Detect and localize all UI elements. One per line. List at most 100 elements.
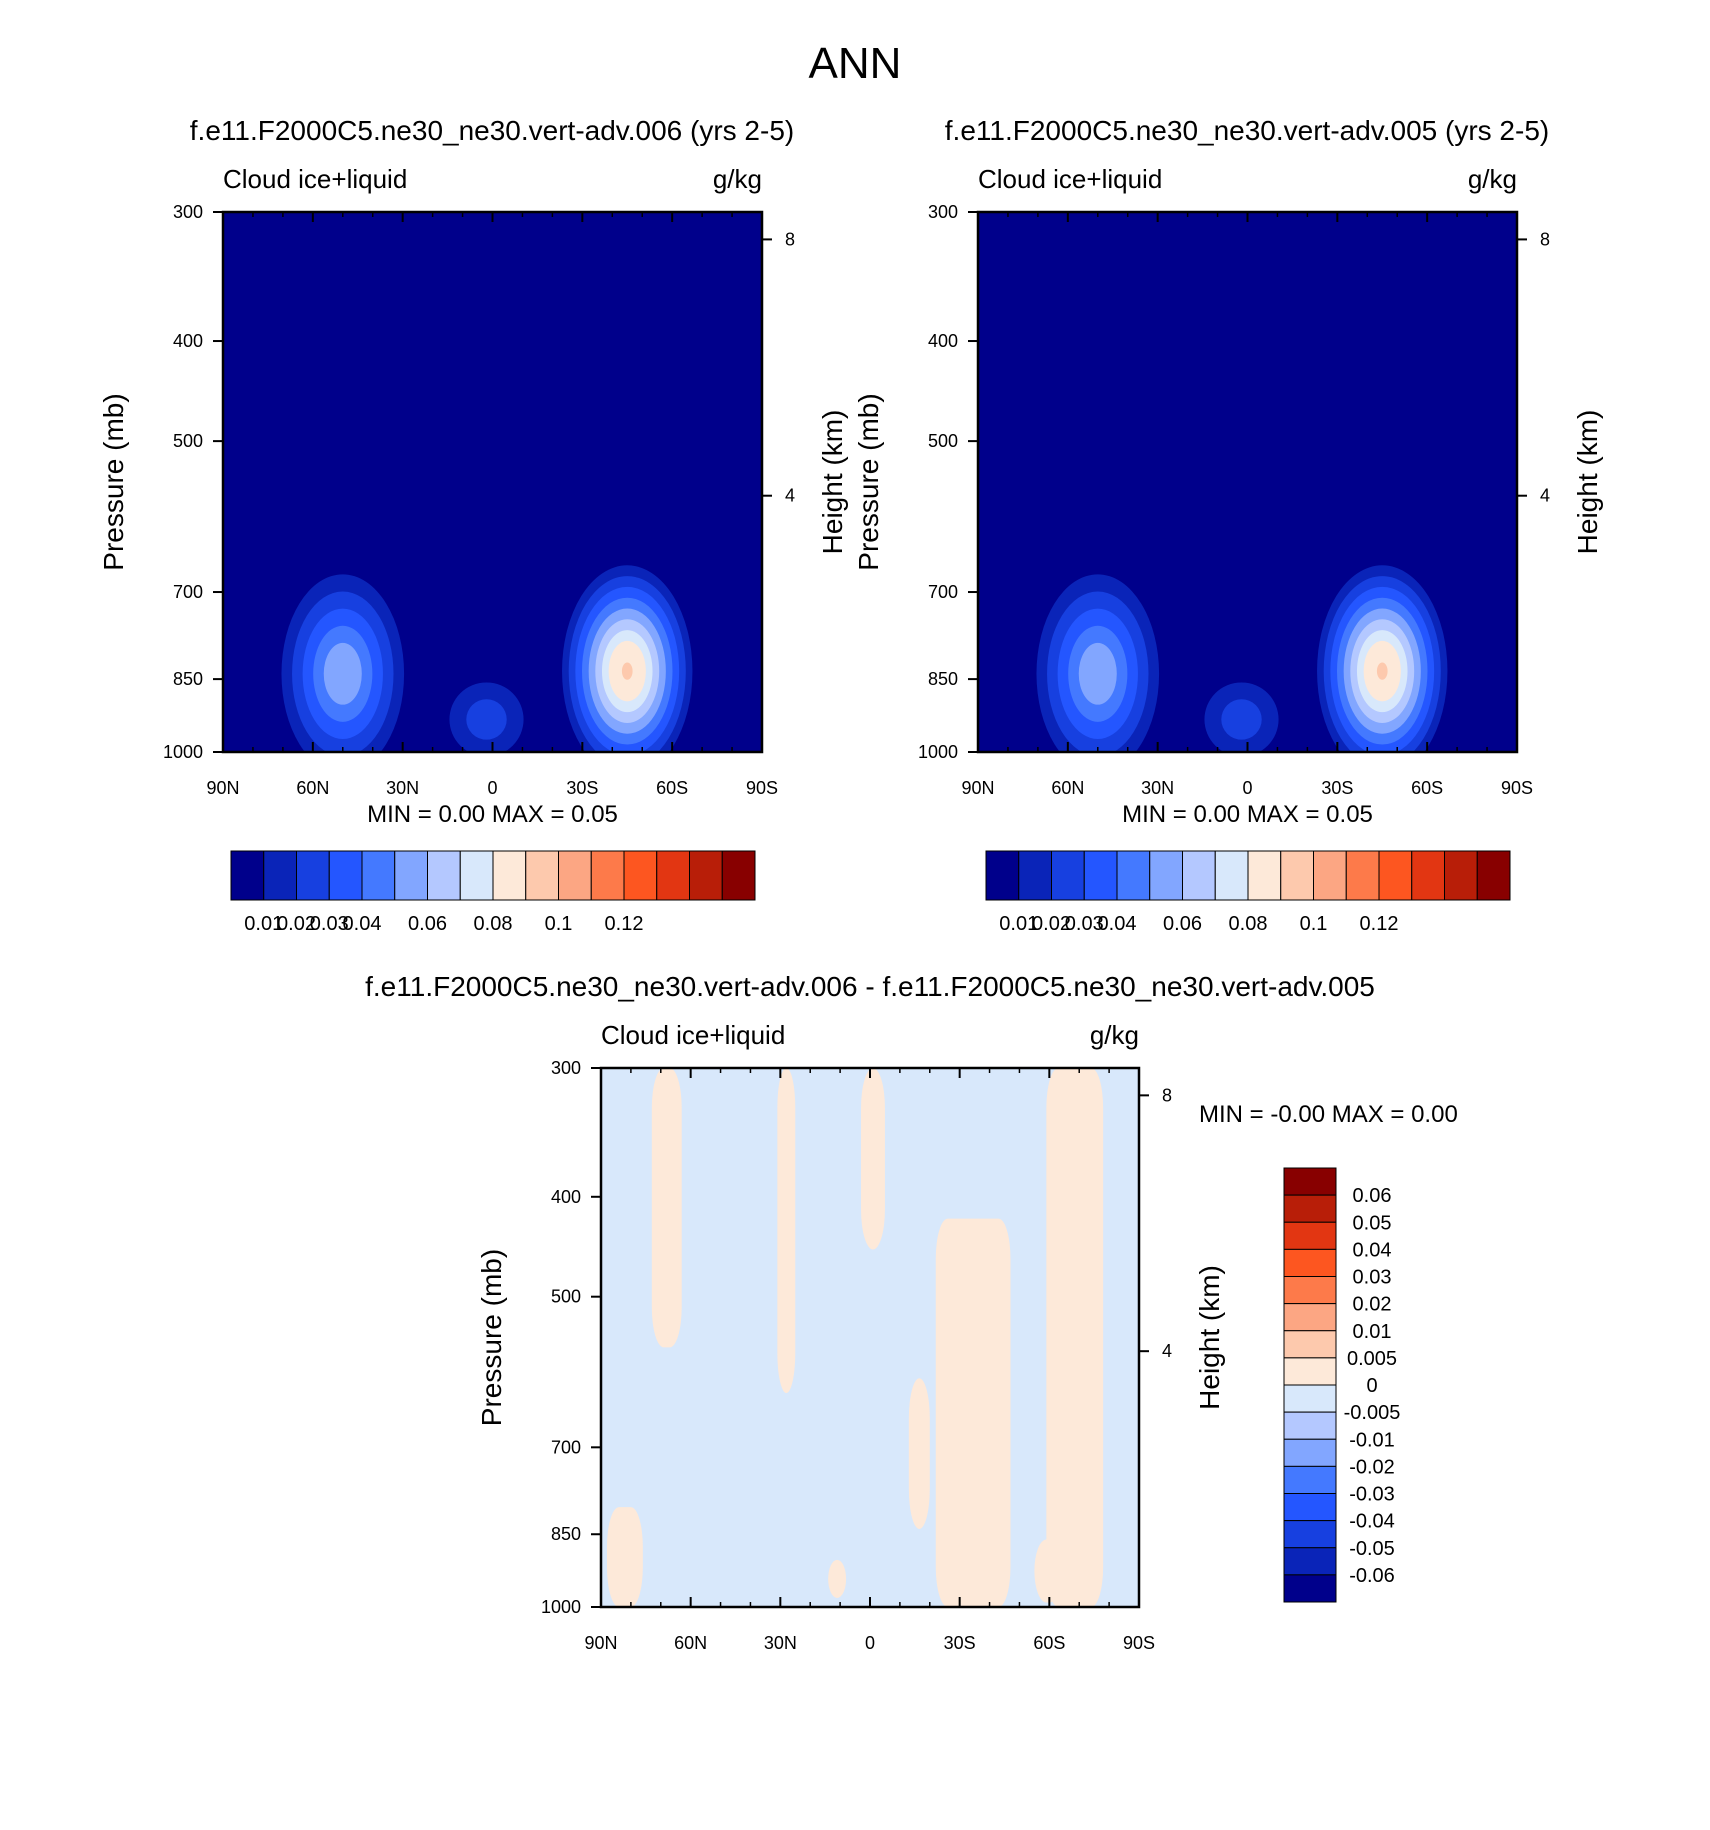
page-title: ANN xyxy=(809,39,902,88)
colorbar-box xyxy=(1283,1276,1337,1305)
y-right-tick-label: 4 xyxy=(785,486,795,506)
contour-level-2-10 xyxy=(1376,662,1388,680)
colorbar-label: -0.02 xyxy=(1349,1456,1395,1478)
colorbar-label: 0.12 xyxy=(1360,913,1399,935)
colorbar-label: -0.005 xyxy=(1344,1402,1401,1424)
colorbar-box xyxy=(1283,1520,1337,1549)
colorbar-label: 0.04 xyxy=(1098,913,1137,935)
colorbar-label: 0.01 xyxy=(244,913,283,935)
y-right-tick-label: 8 xyxy=(1162,1085,1172,1105)
colorbar: 0.010.020.030.04 0.06 0.08 0.1 0.12 xyxy=(230,850,756,935)
colorbar-box xyxy=(1283,1493,1337,1522)
y-tick-label: 300 xyxy=(551,1058,581,1078)
colorbar-box xyxy=(1283,1574,1337,1603)
x-tick-label: 30S xyxy=(944,1633,976,1653)
colorbar-box xyxy=(1149,850,1183,901)
y-right-tick-label: 4 xyxy=(1540,486,1550,506)
colorbar-box xyxy=(1283,1438,1337,1467)
min-max-stats: MIN = -0.00 MAX = 0.00 xyxy=(1199,1101,1458,1128)
colorbar-box xyxy=(1345,850,1380,901)
colorbar-box xyxy=(1283,1167,1337,1196)
y-axis-label: Pressure (mb) xyxy=(98,393,129,570)
colorbar-box xyxy=(985,850,1020,901)
panel-title: f.e11.F2000C5.ne30_ne30.vert-adv.006 (yr… xyxy=(190,115,794,146)
y-tick-label: 700 xyxy=(928,582,958,602)
y-right-axis-label: Height (km) xyxy=(1572,410,1603,555)
y-tick-label: 1000 xyxy=(541,1597,581,1617)
colorbar-box xyxy=(1476,850,1511,901)
contour-field xyxy=(978,212,1517,752)
x-tick-label: 30N xyxy=(386,778,419,798)
colorbar-label: 0.02 xyxy=(277,913,316,935)
colorbar-label: 0.01 xyxy=(1353,1321,1392,1343)
min-max-stats: MIN = 0.00 MAX = 0.05 xyxy=(1122,801,1373,828)
colorbar-box xyxy=(427,850,461,901)
colorbar-label: 0.06 xyxy=(408,913,447,935)
colorbar-label: 0.06 xyxy=(1353,1185,1392,1207)
colorbar-box xyxy=(1083,850,1118,901)
x-tick-label: 30N xyxy=(1141,778,1174,798)
colorbar-label: 0.06 xyxy=(1163,913,1202,935)
y-right-axis-label: Height (km) xyxy=(817,410,848,555)
colorbar-box xyxy=(689,850,723,901)
colorbar-label: 0.03 xyxy=(1353,1267,1392,1289)
colorbar-box xyxy=(558,850,592,901)
x-tick-label: 0 xyxy=(487,778,497,798)
colorbar-label: 0 xyxy=(1366,1375,1377,1397)
colorbar-label: 0.08 xyxy=(474,913,513,935)
colorbar-box xyxy=(656,850,690,901)
units-label: g/kg xyxy=(1468,164,1517,194)
colorbar-label: -0.03 xyxy=(1349,1484,1395,1506)
y-axis-label: Pressure (mb) xyxy=(476,1249,507,1426)
x-tick-label: 60N xyxy=(1051,778,1084,798)
colorbar-box xyxy=(1283,1248,1337,1277)
colorbar-label: 0.03 xyxy=(310,913,349,935)
colorbar-box xyxy=(1280,850,1314,901)
units-label: g/kg xyxy=(713,164,762,194)
colorbar-box xyxy=(492,850,527,901)
x-tick-label: 90N xyxy=(961,778,994,798)
y-tick-label: 500 xyxy=(928,431,958,451)
colorbar-box xyxy=(394,850,428,901)
y-tick-label: 400 xyxy=(551,1187,581,1207)
variable-label: Cloud ice+liquid xyxy=(223,164,407,194)
y-tick-label: 300 xyxy=(928,202,958,222)
x-tick-label: 60S xyxy=(656,778,688,798)
y-tick-label: 400 xyxy=(173,331,203,351)
x-tick-label: 0 xyxy=(865,1633,875,1653)
colorbar-box xyxy=(1283,1221,1337,1250)
y-tick-label: 1000 xyxy=(163,742,203,762)
positive-region-4 xyxy=(935,1218,1011,1607)
colorbar-box xyxy=(1116,850,1151,901)
colorbar-box xyxy=(721,850,756,901)
positive-region-9 xyxy=(1034,1539,1062,1603)
y-right-tick-label: 8 xyxy=(785,229,795,249)
colorbar-box xyxy=(1283,1357,1337,1386)
panel-title: f.e11.F2000C5.ne30_ne30.vert-adv.005 (yr… xyxy=(945,115,1549,146)
contour-level-3-2 xyxy=(1221,699,1262,740)
contour-field xyxy=(601,1068,1139,1607)
contour-field xyxy=(223,212,762,752)
positive-region-7 xyxy=(908,1378,930,1529)
variable-label: Cloud ice+liquid xyxy=(601,1020,785,1050)
colorbar-label: 0.05 xyxy=(1353,1212,1392,1234)
variable-label: Cloud ice+liquid xyxy=(978,164,1162,194)
colorbar-box xyxy=(1051,850,1085,901)
x-tick-label: 90N xyxy=(206,778,239,798)
colorbar-box xyxy=(1283,1303,1337,1332)
colorbar-label: -0.06 xyxy=(1349,1565,1395,1587)
y-tick-label: 1000 xyxy=(918,742,958,762)
positive-region-2 xyxy=(777,1068,796,1393)
contour-level-1-5 xyxy=(1078,642,1117,705)
colorbar-box xyxy=(1313,850,1347,901)
colorbar-box xyxy=(296,850,330,901)
colorbar-label: 0.03 xyxy=(1065,913,1104,935)
x-tick-label: 90S xyxy=(1123,1633,1155,1653)
colorbar-box xyxy=(263,850,297,901)
x-tick-label: 90S xyxy=(746,778,778,798)
panel-title: f.e11.F2000C5.ne30_ne30.vert-adv.006 - f… xyxy=(365,971,1375,1002)
x-tick-label: 90S xyxy=(1501,778,1533,798)
x-tick-label: 60N xyxy=(674,1633,707,1653)
colorbar-box xyxy=(1182,850,1216,901)
chart-panel-2: 90N 60N 30N 0 30S 60S 90S 300 400 500 700 850 1000 8 4… xyxy=(853,115,1603,935)
